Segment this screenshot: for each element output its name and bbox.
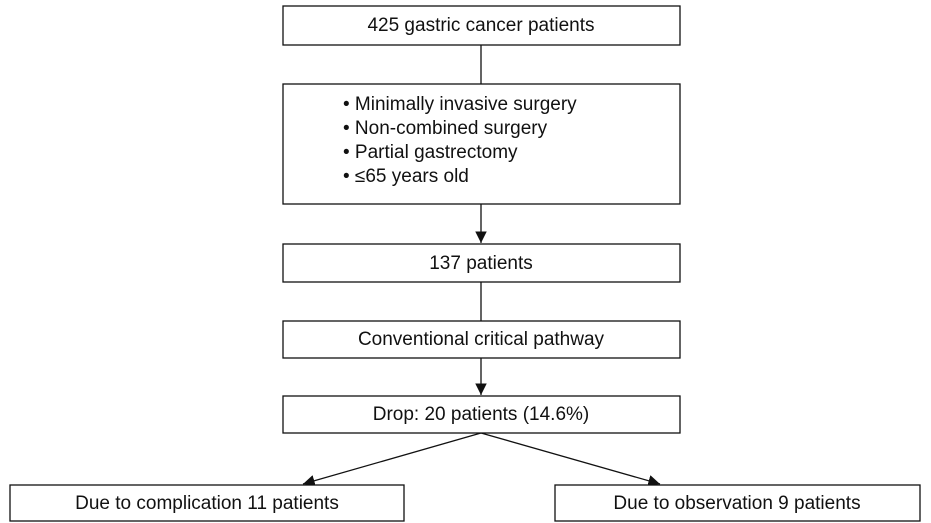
box — [9, 484, 405, 522]
criteria-item: • ≤65 years old — [343, 166, 469, 187]
box — [282, 395, 681, 434]
box — [282, 5, 681, 46]
node-label: Drop: 20 patients (14.6%) — [373, 404, 590, 425]
node-label: 137 patients — [429, 253, 533, 274]
criteria-item: • Partial gastrectomy — [343, 142, 518, 163]
node-label: Due to observation 9 patients — [613, 493, 860, 514]
arrow — [480, 432, 661, 487]
box — [282, 243, 681, 283]
box — [282, 320, 681, 359]
node-label: 425 gastric cancer patients — [367, 15, 594, 36]
node-label: Conventional critical pathway — [358, 329, 605, 350]
box — [282, 83, 681, 205]
arrow — [302, 432, 482, 487]
criteria-item: • Non-combined surgery — [343, 118, 548, 139]
criteria-item: • Minimally invasive surgery — [343, 94, 577, 115]
box — [554, 484, 921, 522]
node-label: Due to complication 11 patients — [75, 493, 339, 514]
